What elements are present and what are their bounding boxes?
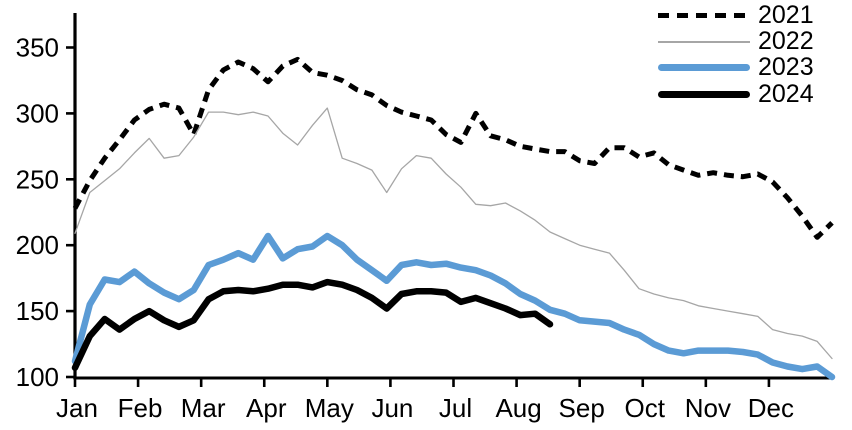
legend-line-2023-icon xyxy=(658,64,750,72)
series-line-2024 xyxy=(71,278,554,372)
legend-label-2022: 2022 xyxy=(758,27,814,56)
x-tick-label: Sep xyxy=(559,393,605,423)
y-tick-label: 350 xyxy=(16,33,59,63)
x-tick-label: Aug xyxy=(495,393,541,423)
series-line-2021 xyxy=(72,56,834,240)
legend-item-2023: 2023 xyxy=(658,55,848,81)
legend-item-2024: 2024 xyxy=(658,81,848,107)
legend-line-2022-icon xyxy=(658,40,750,43)
legend-item-2021: 2021 xyxy=(658,2,848,28)
legend-line-2021-icon xyxy=(658,12,750,18)
x-tick-label: Jun xyxy=(371,393,413,423)
y-tick-label: 200 xyxy=(16,230,59,260)
legend-line-2024-icon xyxy=(658,90,750,98)
x-tick-label: May xyxy=(305,393,354,423)
x-tick-label: Dec xyxy=(748,393,794,423)
x-tick-label: Mar xyxy=(181,393,226,423)
x-tick-label: Jul xyxy=(439,393,472,423)
legend-label-2024: 2024 xyxy=(758,79,814,108)
x-tick-label: Feb xyxy=(118,393,163,423)
x-tick-label: Nov xyxy=(685,393,731,423)
y-tick-label: 300 xyxy=(16,98,59,128)
y-tick-label: 250 xyxy=(16,164,59,194)
series-line-2022 xyxy=(74,107,833,360)
y-tick-label: 100 xyxy=(16,362,59,392)
legend-label-2021: 2021 xyxy=(758,0,814,29)
y-tick-label: 150 xyxy=(16,296,59,326)
x-tick-label: Apr xyxy=(246,393,287,423)
series-line-2023 xyxy=(71,232,836,381)
legend-label-2023: 2023 xyxy=(758,53,814,82)
legend: 2021 2022 2023 2024 xyxy=(658,2,848,108)
x-tick-label: Jan xyxy=(56,393,98,423)
x-tick-label: Oct xyxy=(625,393,666,423)
legend-item-2022: 2022 xyxy=(658,28,848,54)
